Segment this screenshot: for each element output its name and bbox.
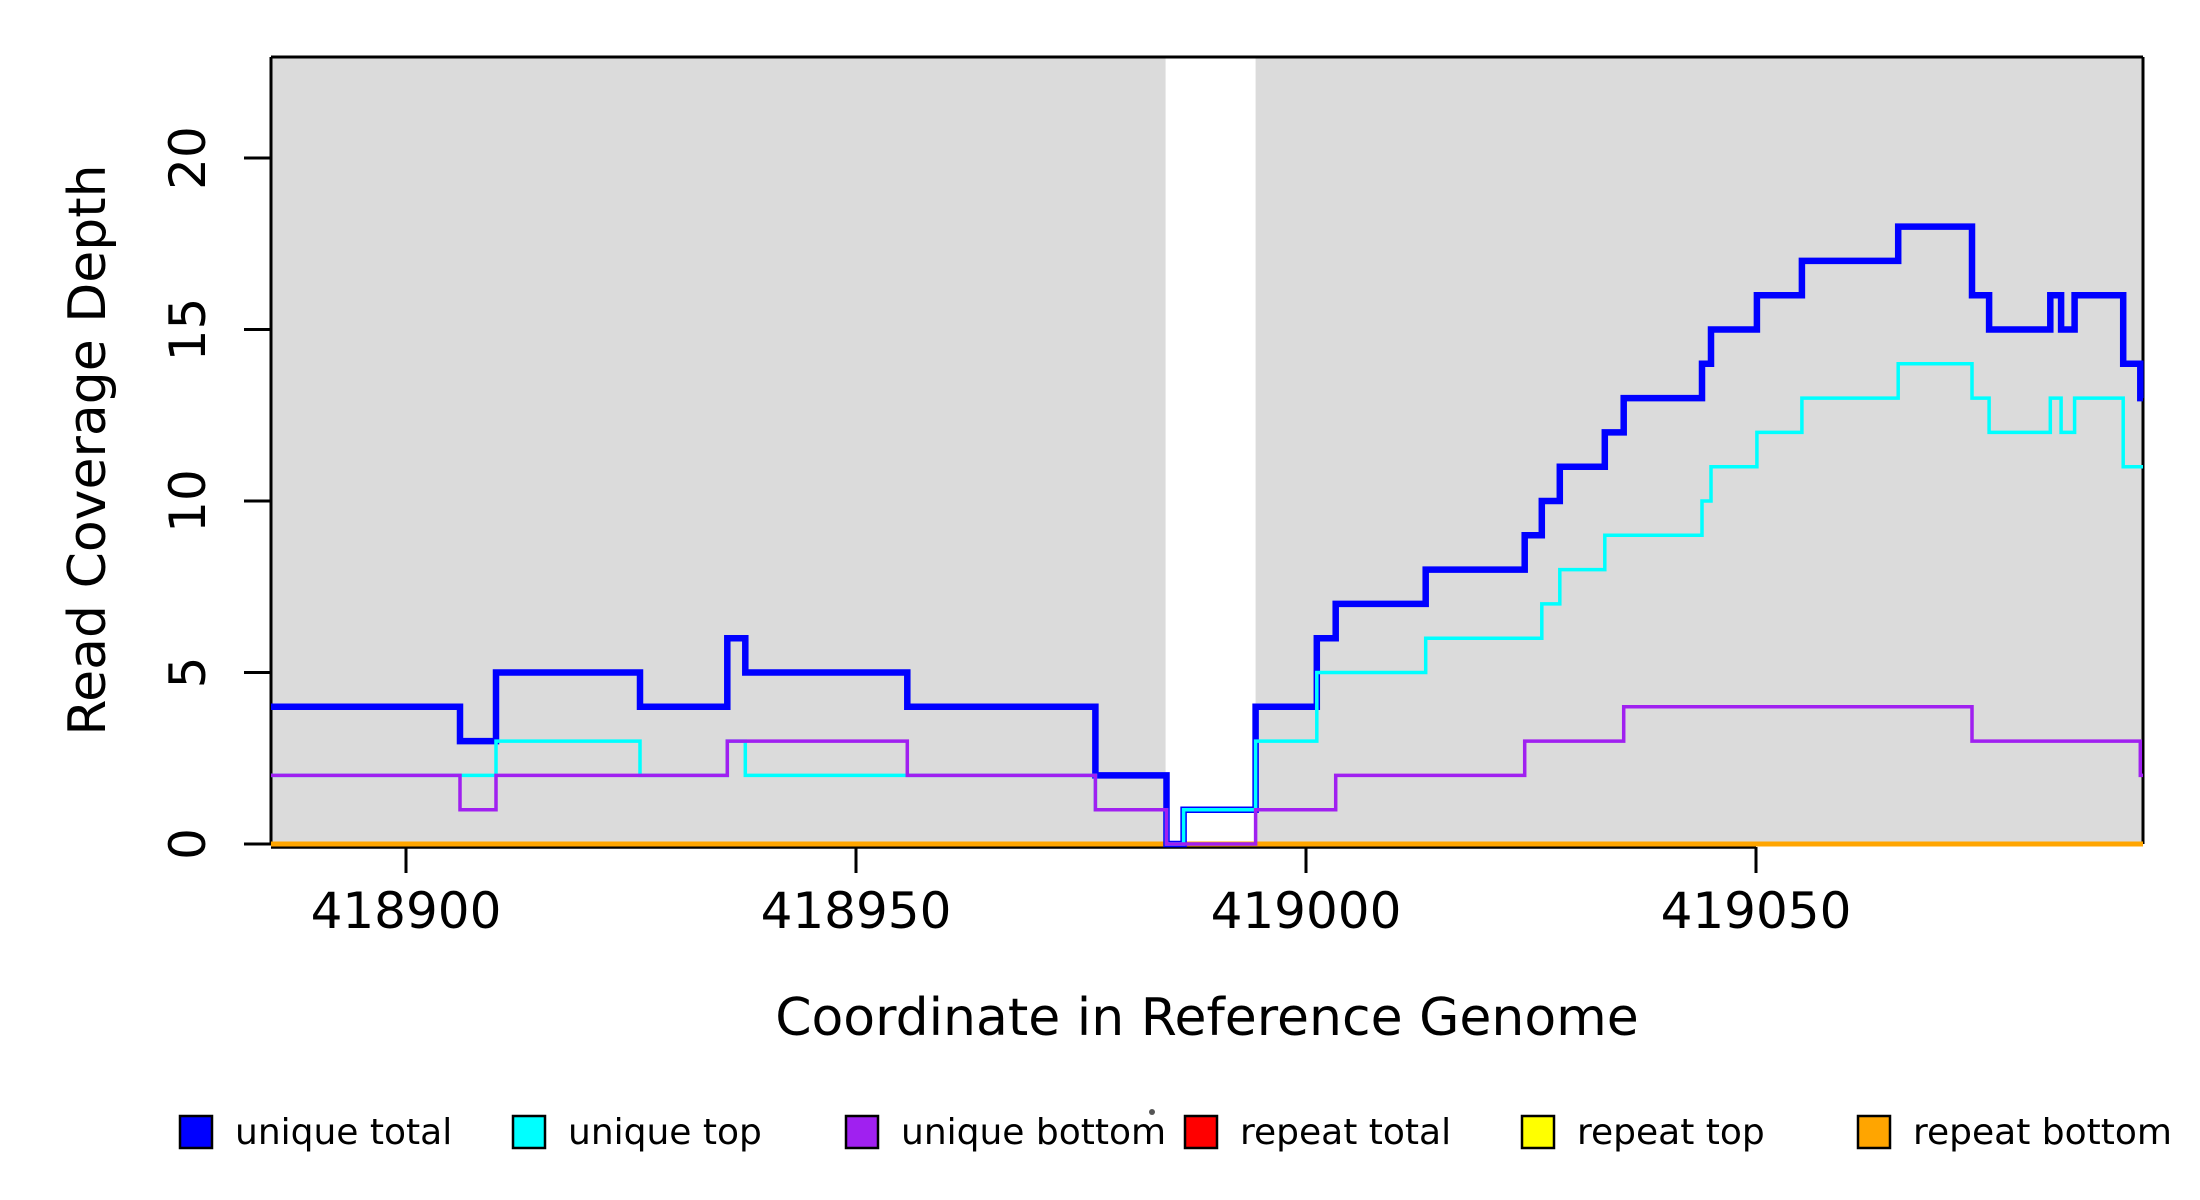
shaded-region-0 bbox=[271, 57, 1166, 844]
y-tick-label-20: 20 bbox=[159, 126, 217, 190]
x-tick-label-418900: 418900 bbox=[311, 882, 502, 940]
shaded-region-1 bbox=[1255, 57, 2143, 844]
y-tick-label-5: 5 bbox=[159, 657, 217, 689]
legend-swatch-unique-top bbox=[511, 1114, 547, 1150]
legend-label-repeat-bottom: repeat bottom bbox=[1913, 1112, 2172, 1153]
series-unique-total-line bbox=[271, 223, 2144, 848]
series-unique-top-line bbox=[271, 362, 2143, 846]
y-tick-label-15: 15 bbox=[159, 298, 217, 362]
legend-label-repeat-top: repeat top bbox=[1577, 1112, 1765, 1153]
x-tick-label-419050: 419050 bbox=[1661, 882, 1852, 940]
legend-swatch-repeat-bottom bbox=[1856, 1114, 1892, 1150]
legend-swatch-unique-total bbox=[178, 1114, 214, 1150]
x-tick-label-418950: 418950 bbox=[761, 882, 952, 940]
series-unique-bottom-line bbox=[271, 705, 2143, 846]
y-tick-label-10: 10 bbox=[159, 469, 217, 533]
stray-mark bbox=[1149, 1109, 1155, 1115]
x-axis-title: Coordinate in Reference Genome bbox=[775, 988, 1639, 1048]
x-tick-label-419000: 419000 bbox=[1211, 882, 1402, 940]
legend-label-repeat-total: repeat total bbox=[1240, 1112, 1451, 1153]
legend-label-unique-bottom: unique bottom bbox=[901, 1112, 1166, 1153]
legend-swatch-repeat-total bbox=[1183, 1114, 1219, 1150]
legend-label-unique-top: unique top bbox=[568, 1112, 762, 1153]
legend-label-unique-total: unique total bbox=[235, 1112, 452, 1153]
y-axis-title: Read Coverage Depth bbox=[58, 164, 118, 736]
legend-swatch-unique-bottom bbox=[844, 1114, 880, 1150]
legend-swatch-repeat-top bbox=[1520, 1114, 1556, 1150]
y-tick-label-0: 0 bbox=[159, 828, 217, 860]
